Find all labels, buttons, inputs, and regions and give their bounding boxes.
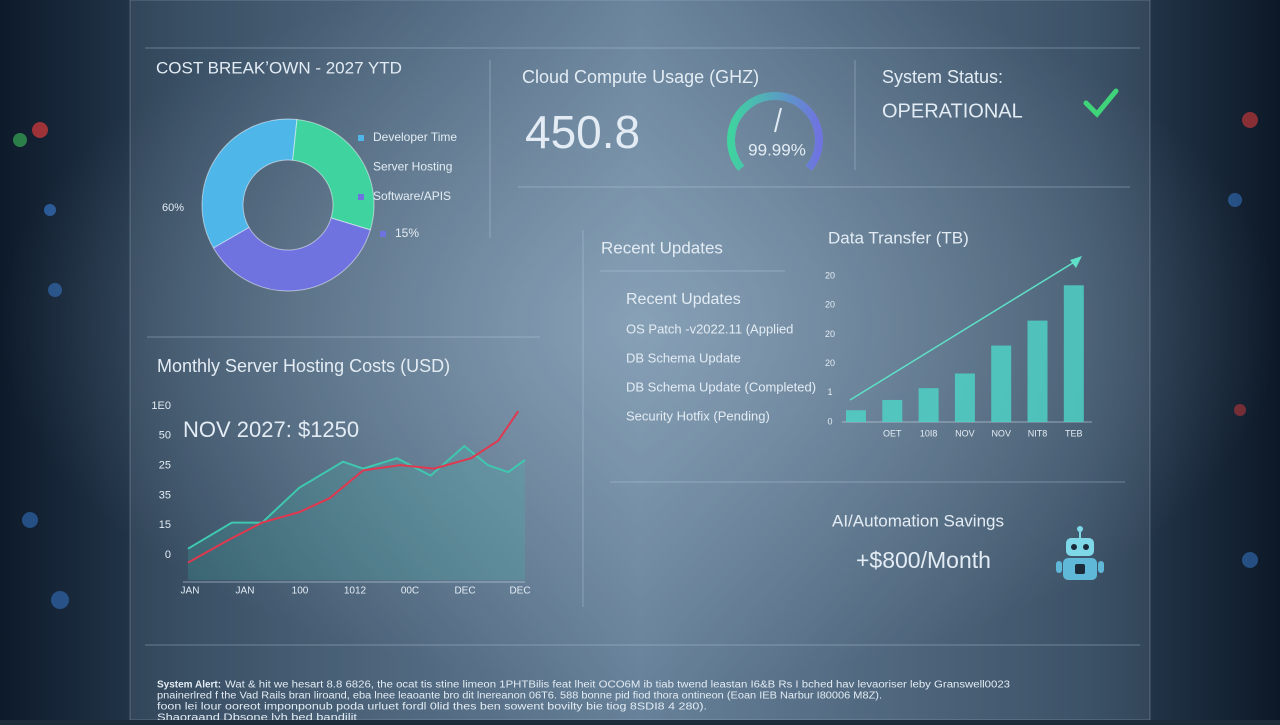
separators (145, 47, 1140, 646)
y-tick-label: 0 (827, 416, 832, 426)
y-tick-label: 50 (159, 430, 171, 442)
x-tick-label: NOV (955, 428, 975, 438)
gauge-needle (774, 107, 782, 133)
x-tick-label: DEC (454, 586, 475, 597)
donut-annotation: 60% (162, 202, 184, 214)
bar (918, 388, 939, 422)
donut-annotation: 15% (395, 226, 419, 240)
y-tick-label: 20 (825, 300, 835, 310)
alert-line: Wat & hit we hesart 8.8 6826, the ocat t… (225, 680, 1010, 691)
legend-label: Server Hosting (373, 160, 452, 174)
update-item: DB Schema Update (Completed) (626, 379, 816, 394)
savings-title: AI/Automation Savings (832, 511, 1004, 530)
status-state: OPERATIONAL (882, 100, 1023, 122)
x-tick-label: NOV (991, 428, 1011, 438)
updates-subheading: Recent Updates (626, 291, 741, 308)
y-tick-label: 20 (825, 358, 835, 368)
donut-slice (212, 217, 371, 292)
alert-line: foon lei lour ooreot imponponub poda url… (157, 702, 707, 713)
line-title: Monthly Server Hosting Costs (USD) (157, 356, 450, 376)
y-tick-label: 1 (827, 387, 832, 397)
x-tick-label: TEB (1065, 428, 1083, 438)
bar (991, 345, 1012, 422)
updates-heading: Recent Updates (601, 238, 723, 257)
update-item: Security Hotfix (Pending) (626, 408, 770, 423)
update-item: DB Schema Update (626, 350, 741, 365)
legend-marker (380, 231, 386, 237)
x-tick-label: 100 (292, 586, 309, 597)
x-tick-label: JAN (236, 586, 255, 597)
x-tick-label: DEC (509, 586, 530, 597)
compute-title: Cloud Compute Usage (GHZ) (522, 67, 759, 87)
line-annotation: NOV 2027: $1250 (183, 417, 359, 442)
update-item: OS Patch -v2022.11 (Applied (626, 321, 793, 336)
donut-slice (292, 118, 375, 231)
line-series (187, 410, 520, 564)
y-tick-label: 20 (825, 329, 835, 339)
alert-line: pnainerlred f the Vad Rails bran liroand… (157, 691, 882, 702)
bar (846, 410, 866, 422)
status-check (1083, 88, 1119, 118)
line-series (187, 444, 526, 550)
bar (882, 399, 903, 422)
status-title: System Status: (882, 67, 1003, 87)
x-tick-label: OET (883, 428, 902, 438)
x-tick-label: 1012 (344, 586, 367, 597)
donut-slice (201, 118, 298, 249)
x-tick-label: 10I8 (920, 428, 938, 438)
legend-label: Software/APIS (373, 189, 451, 203)
alert-label: System Alert: (157, 680, 221, 691)
donut-title: COST BREAKʼOWN - 2027 YTD (156, 58, 402, 77)
bar-title: Data Transfer (TB) (828, 228, 969, 247)
y-tick-label: 20 (825, 270, 835, 280)
y-tick-label: 1E0 (151, 400, 171, 412)
y-tick-label: 25 (159, 460, 171, 472)
legend-marker (358, 194, 364, 200)
y-tick-label: 15 (159, 519, 171, 531)
trend-arrow-head (1070, 256, 1082, 268)
legend-marker (358, 135, 364, 141)
robot-icon (1056, 526, 1104, 580)
bar (1027, 320, 1048, 422)
compute-reading: 450.8 (525, 106, 640, 158)
x-tick-label: NIT8 (1028, 428, 1048, 438)
trend-arrow (849, 260, 1077, 401)
server-lights (13, 112, 1258, 609)
x-tick-label: JAN (181, 586, 200, 597)
y-tick-label: 35 (159, 489, 171, 501)
y-tick-label: 0 (165, 549, 171, 561)
legend-marker (358, 164, 364, 171)
bar (1063, 285, 1084, 422)
gauge-value (727, 92, 823, 171)
legend-label: Developer Time (373, 130, 457, 144)
alert-line: Shaoraand Dbsone lyh bed bandilit (157, 713, 357, 720)
x-tick-label: 00C (401, 586, 419, 597)
savings-amount: +$800/Month (856, 547, 991, 573)
bar (954, 373, 975, 422)
gauge-label: 99.99% (748, 140, 806, 159)
line-area (188, 446, 525, 580)
